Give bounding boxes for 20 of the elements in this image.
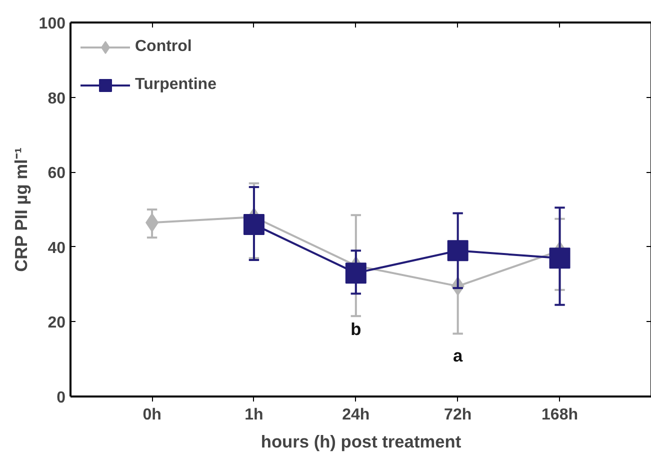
point (243, 214, 264, 235)
x-tick-label: 168h (542, 406, 578, 424)
y-tick-label: 20 (48, 314, 66, 332)
y-tick-label: 40 (48, 240, 66, 257)
y-axis-title: CRP PII µg ml⁻¹ (10, 147, 31, 272)
y-tick-label: 80 (48, 90, 66, 108)
x-tick-label: 72h (444, 406, 472, 424)
point (447, 240, 468, 262)
x-tick-label: 24h (342, 406, 370, 424)
y-tick-label: 100 (38, 16, 66, 32)
y-tick-label: 0 (56, 390, 66, 406)
annotation: a (453, 345, 464, 366)
legend-label: Control (135, 38, 192, 56)
x-axis-title: hours (h) post treatment (260, 432, 462, 452)
legend-label: Turpentine (135, 76, 216, 94)
y-tick-label: 60 (48, 165, 66, 182)
point (549, 248, 570, 269)
x-tick-label: 0h (142, 406, 162, 424)
annotation: b (350, 319, 362, 340)
x-tick-label: 1h (244, 406, 264, 424)
